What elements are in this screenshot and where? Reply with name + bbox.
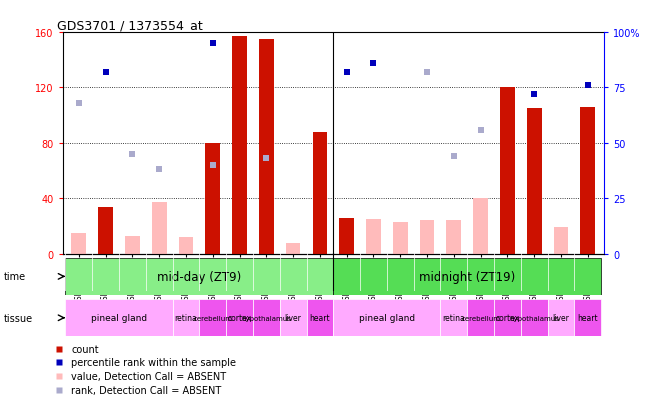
- Text: heart: heart: [310, 313, 330, 323]
- Bar: [65, 299, 172, 337]
- Text: pineal gland: pineal gland: [359, 313, 415, 323]
- Text: mid-day (ZT9): mid-day (ZT9): [157, 270, 242, 283]
- Text: hypothalamus: hypothalamus: [242, 315, 291, 321]
- Text: cerebellum: cerebellum: [193, 315, 232, 321]
- Bar: [580, 108, 595, 254]
- Text: liver: liver: [552, 313, 570, 323]
- Text: count: count: [71, 344, 99, 354]
- Bar: [339, 218, 354, 254]
- Text: heart: heart: [578, 313, 598, 323]
- Text: GDS3701 / 1373554_at: GDS3701 / 1373554_at: [57, 19, 203, 32]
- Bar: [286, 243, 300, 254]
- Bar: [226, 299, 253, 337]
- Bar: [280, 299, 306, 337]
- Bar: [199, 299, 226, 337]
- Bar: [548, 299, 574, 337]
- Bar: [366, 219, 381, 254]
- Bar: [554, 228, 568, 254]
- Bar: [393, 222, 408, 254]
- Bar: [65, 258, 333, 295]
- Text: retina: retina: [442, 313, 465, 323]
- Text: liver: liver: [284, 313, 302, 323]
- Bar: [494, 299, 521, 337]
- Bar: [574, 299, 601, 337]
- Bar: [333, 299, 440, 337]
- Bar: [152, 203, 166, 254]
- Text: rank, Detection Call = ABSENT: rank, Detection Call = ABSENT: [71, 385, 222, 395]
- Bar: [259, 40, 274, 254]
- Bar: [527, 109, 542, 254]
- Bar: [98, 207, 113, 254]
- Bar: [500, 88, 515, 254]
- Bar: [473, 199, 488, 254]
- Bar: [467, 299, 494, 337]
- Bar: [232, 37, 247, 254]
- Text: cortex: cortex: [228, 313, 251, 323]
- Text: time: time: [3, 272, 26, 282]
- Text: pineal gland: pineal gland: [91, 313, 147, 323]
- Text: retina: retina: [174, 313, 197, 323]
- Bar: [71, 233, 86, 254]
- Bar: [125, 236, 140, 254]
- Bar: [440, 299, 467, 337]
- Bar: [306, 299, 333, 337]
- Text: percentile rank within the sample: percentile rank within the sample: [71, 358, 236, 368]
- Bar: [447, 221, 461, 254]
- Bar: [313, 133, 327, 254]
- Bar: [521, 299, 548, 337]
- Text: midnight (ZT19): midnight (ZT19): [419, 270, 515, 283]
- Bar: [179, 237, 193, 254]
- Bar: [172, 299, 199, 337]
- Text: cerebellum: cerebellum: [461, 315, 500, 321]
- Bar: [420, 221, 434, 254]
- Bar: [205, 143, 220, 254]
- Text: cortex: cortex: [496, 313, 519, 323]
- Bar: [253, 299, 280, 337]
- Text: hypothalamus: hypothalamus: [510, 315, 559, 321]
- Text: tissue: tissue: [3, 313, 32, 323]
- Text: value, Detection Call = ABSENT: value, Detection Call = ABSENT: [71, 371, 226, 381]
- Bar: [333, 258, 601, 295]
